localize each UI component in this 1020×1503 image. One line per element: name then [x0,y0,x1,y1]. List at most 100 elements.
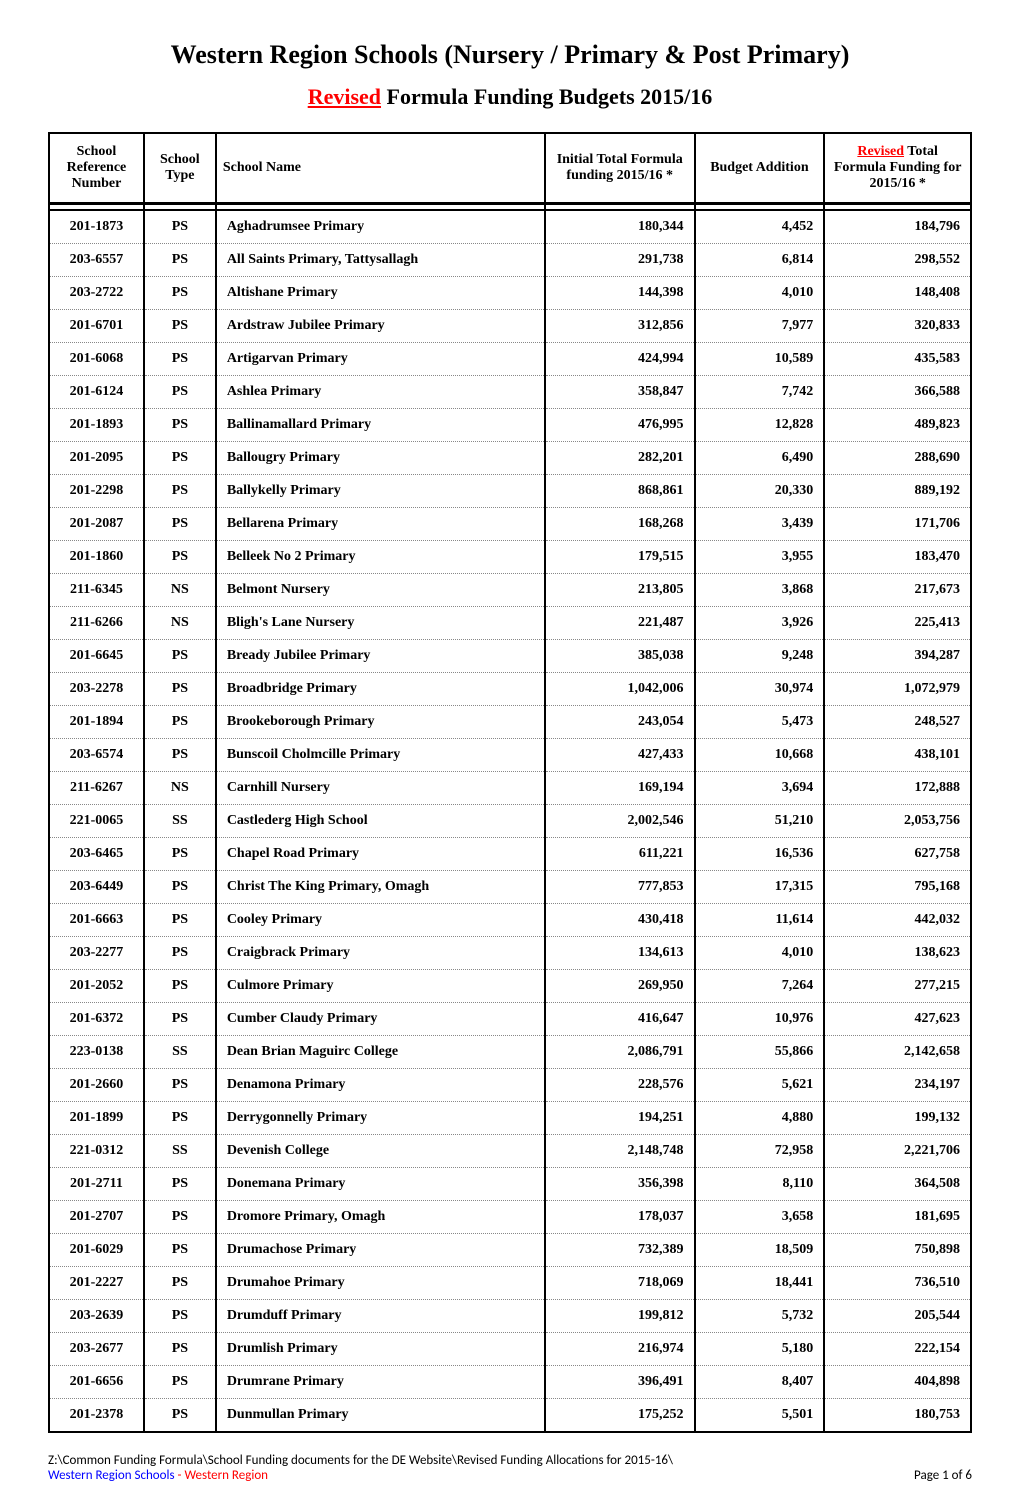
table-head: School Reference Number School Type Scho… [49,133,971,204]
cell-type: PS [144,738,216,771]
cell-type: PS [144,1068,216,1101]
cell-add: 5,732 [695,1299,825,1332]
cell-type: PS [144,507,216,540]
cell-add: 16,536 [695,837,825,870]
cell-rev: 795,168 [824,870,971,903]
cell-ref: 203-6449 [49,870,144,903]
cell-name: Bready Jubilee Primary [216,639,545,672]
cell-add: 10,668 [695,738,825,771]
cell-add: 5,621 [695,1068,825,1101]
cell-init: 213,805 [545,573,695,606]
cell-type: PS [144,408,216,441]
table-row: 203-2278PSBroadbridge Primary1,042,00630… [49,672,971,705]
cell-type: PS [144,837,216,870]
cell-ref: 203-6465 [49,837,144,870]
cell-init: 385,038 [545,639,695,672]
cell-add: 4,880 [695,1101,825,1134]
cell-name: Cooley Primary [216,903,545,936]
cell-init: 178,037 [545,1200,695,1233]
cell-ref: 203-6557 [49,243,144,276]
cell-name: Chapel Road Primary [216,837,545,870]
cell-add: 5,473 [695,705,825,738]
cell-type: PS [144,705,216,738]
col-header-add: Budget Addition [695,133,825,204]
cell-rev: 234,197 [824,1068,971,1101]
cell-name: Ballougry Primary [216,441,545,474]
cell-rev: 438,101 [824,738,971,771]
table-body: 201-1873PSAghadrumsee Primary180,3444,45… [49,204,971,1432]
table-row: 201-2052PSCulmore Primary269,9507,264277… [49,969,971,1002]
cell-type: PS [144,1365,216,1398]
table-row: 203-6557PSAll Saints Primary, Tattysalla… [49,243,971,276]
cell-type: PS [144,969,216,1002]
subtitle-rest: Formula Funding Budgets 2015/16 [381,84,712,109]
cell-name: Bellarena Primary [216,507,545,540]
table-row: 201-6124PSAshlea Primary358,8477,742366,… [49,375,971,408]
cell-ref: 201-6656 [49,1365,144,1398]
cell-init: 179,515 [545,540,695,573]
cell-name: Craigbrack Primary [216,936,545,969]
table-row: 201-1893PSBallinamallard Primary476,9951… [49,408,971,441]
cell-name: Carnhill Nursery [216,771,545,804]
cell-init: 282,201 [545,441,695,474]
cell-init: 269,950 [545,969,695,1002]
cell-ref: 211-6267 [49,771,144,804]
table-row: 203-2639PSDrumduff Primary199,8125,73220… [49,1299,971,1332]
cell-init: 312,856 [545,309,695,342]
cell-add: 3,694 [695,771,825,804]
cell-type: PS [144,1332,216,1365]
cell-name: Devenish College [216,1134,545,1167]
cell-init: 396,491 [545,1365,695,1398]
cell-name: Donemana Primary [216,1167,545,1200]
footer-page-number: Page 1 of 6 [914,1468,972,1483]
cell-ref: 201-6645 [49,639,144,672]
cell-ref: 201-2227 [49,1266,144,1299]
cell-rev: 171,706 [824,507,971,540]
table-row: 203-6574PSBunscoil Cholmcille Primary427… [49,738,971,771]
cell-type: PS [144,441,216,474]
cell-type: PS [144,1398,216,1432]
cell-type: PS [144,1200,216,1233]
cell-init: 199,812 [545,1299,695,1332]
table-row: 211-6266NSBligh's Lane Nursery221,4873,9… [49,606,971,639]
cell-add: 6,814 [695,243,825,276]
footer-second-line: Western Region Schools - Western Region [48,1468,673,1483]
cell-add: 3,955 [695,540,825,573]
cell-ref: 201-1899 [49,1101,144,1134]
cell-ref: 201-6068 [49,342,144,375]
col-header-init: Initial Total Formula funding 2015/16 * [545,133,695,204]
cell-name: Ballinamallard Primary [216,408,545,441]
cell-add: 51,210 [695,804,825,837]
cell-rev: 2,221,706 [824,1134,971,1167]
footer-blue-text: Western Region Schools [48,1468,178,1483]
cell-ref: 201-1873 [49,210,144,244]
table-row: 203-6449PSChrist The King Primary, Omagh… [49,870,971,903]
cell-rev: 199,132 [824,1101,971,1134]
table-row: 201-6701PSArdstraw Jubilee Primary312,85… [49,309,971,342]
table-row: 201-2378PSDunmullan Primary175,2525,5011… [49,1398,971,1432]
cell-rev: 222,154 [824,1332,971,1365]
table-row: 221-0312SSDevenish College2,148,74872,95… [49,1134,971,1167]
cell-rev: 225,413 [824,606,971,639]
cell-ref: 203-2722 [49,276,144,309]
cell-ref: 203-2677 [49,1332,144,1365]
cell-name: Bunscoil Cholmcille Primary [216,738,545,771]
cell-add: 30,974 [695,672,825,705]
cell-rev: 404,898 [824,1365,971,1398]
cell-add: 3,439 [695,507,825,540]
cell-init: 1,042,006 [545,672,695,705]
cell-type: PS [144,1266,216,1299]
col-header-rev: Revised Total Formula Funding for 2015/1… [824,133,971,204]
cell-add: 10,589 [695,342,825,375]
cell-type: PS [144,276,216,309]
cell-init: 732,389 [545,1233,695,1266]
page-subtitle: Revised Formula Funding Budgets 2015/16 [48,84,972,110]
cell-rev: 489,823 [824,408,971,441]
table-row: 201-6029PSDrumachose Primary732,38918,50… [49,1233,971,1266]
cell-rev: 364,508 [824,1167,971,1200]
cell-name: Ashlea Primary [216,375,545,408]
cell-rev: 288,690 [824,441,971,474]
cell-type: NS [144,606,216,639]
cell-name: Aghadrumsee Primary [216,210,545,244]
cell-ref: 201-6663 [49,903,144,936]
